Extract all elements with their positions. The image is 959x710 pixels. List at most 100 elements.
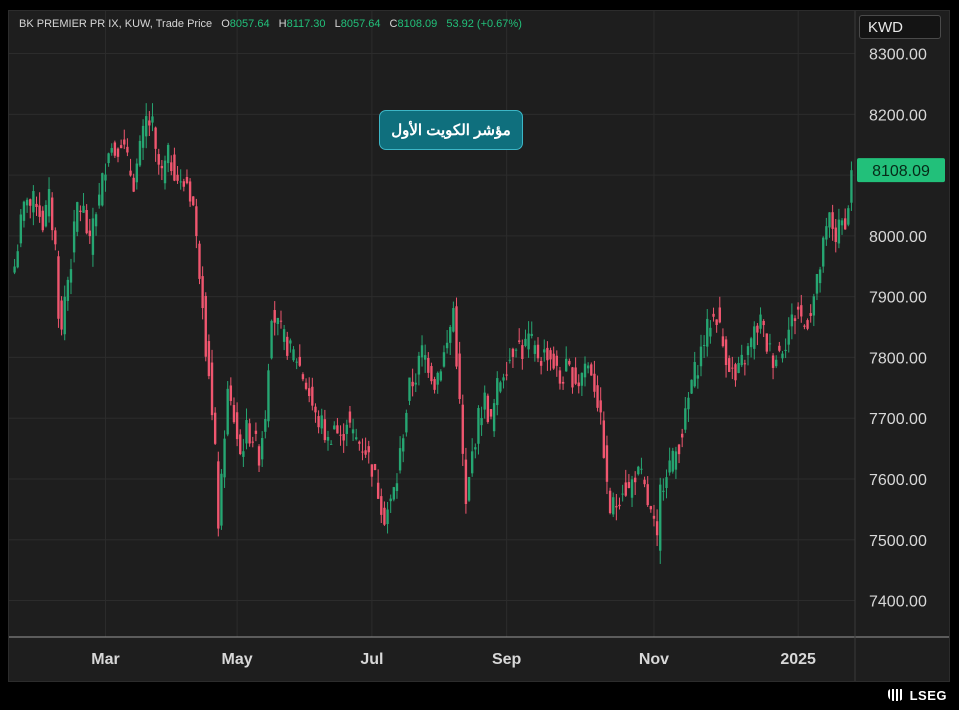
x-tick-label: Sep (492, 651, 522, 668)
candle-body (474, 447, 477, 450)
candle-body (66, 279, 70, 301)
candle-body (326, 436, 330, 441)
candle-body (251, 441, 254, 443)
candle-body (489, 409, 493, 417)
candle-body (684, 408, 687, 430)
candle-body (536, 344, 540, 359)
candle-body (320, 415, 323, 429)
candle-body (812, 296, 816, 316)
candle-body (270, 320, 273, 359)
y-tick-label: 8200.00 (869, 107, 927, 124)
x-tick-label: Mar (91, 651, 119, 668)
open-label: O (221, 18, 230, 30)
candle-body (361, 451, 364, 453)
candle-body (82, 205, 85, 213)
candle-body (671, 450, 674, 472)
candle-body (543, 349, 546, 353)
currency-button[interactable]: KWD (859, 15, 941, 39)
candle-body (179, 181, 182, 183)
candle-body (417, 355, 421, 375)
candle-body (615, 506, 618, 508)
candle-body (433, 379, 436, 390)
candle-body (213, 412, 217, 444)
candle-body (273, 310, 276, 323)
candle-body (467, 477, 471, 501)
candle-body (665, 477, 668, 489)
candle-body (57, 256, 60, 319)
candle-body (593, 373, 596, 392)
candle-body (687, 397, 690, 410)
candle-body (405, 412, 408, 433)
candle-body (376, 482, 380, 499)
candle-body (35, 203, 38, 207)
candle-body (373, 464, 377, 471)
candle-body (72, 221, 76, 253)
candle-body (746, 346, 750, 356)
candle-body (608, 490, 612, 514)
candle-body (527, 333, 530, 350)
candle-body (753, 326, 756, 349)
candle-body (223, 438, 226, 478)
candle-body (706, 318, 709, 347)
candlestick-chart[interactable]: 8300.008200.008100.008000.007900.007800.… (9, 11, 949, 681)
candle-body (740, 354, 743, 366)
candle-body (329, 443, 333, 445)
candle-body (254, 430, 258, 434)
candle-body (815, 273, 819, 294)
candle-body (549, 350, 552, 360)
candle-body (41, 210, 44, 231)
candle-body (98, 194, 101, 206)
candle-body (135, 163, 138, 183)
candle-body (759, 314, 762, 329)
candle-body (693, 362, 696, 387)
candle-body (699, 346, 703, 367)
candle-body (612, 497, 615, 515)
candle-body (470, 451, 474, 474)
candle-body (461, 404, 464, 454)
candle-body (173, 154, 176, 181)
candle-body (427, 357, 430, 373)
candle-body (680, 433, 684, 438)
candle-body (546, 347, 549, 361)
candle-body (267, 370, 270, 422)
candle-body (778, 345, 781, 351)
candle-body (800, 305, 803, 317)
candle-body (762, 320, 765, 326)
candle-body (731, 367, 734, 369)
candle-body (138, 140, 142, 166)
candle-body (157, 154, 160, 165)
candle-body (439, 371, 443, 381)
candle-body (47, 189, 51, 217)
candle-body (583, 363, 587, 378)
candle-body (342, 434, 345, 441)
candle-body (69, 269, 73, 283)
candle-body (809, 313, 812, 316)
candle-body (76, 202, 79, 232)
candle-body (624, 482, 627, 496)
candle-body (148, 120, 151, 126)
candle-body (395, 483, 399, 492)
low-value: 8057.64 (340, 18, 381, 30)
candle-body (580, 372, 584, 386)
candle-body (743, 363, 747, 365)
candle-body (530, 333, 533, 336)
candle-body (602, 420, 606, 458)
candle-body (242, 451, 245, 457)
candle-body (464, 459, 468, 504)
last-price-label: 8108.09 (872, 163, 930, 180)
candle-body (765, 333, 768, 352)
candle-body (411, 381, 414, 387)
candle-body (445, 342, 449, 349)
candle-body (718, 307, 721, 323)
candle-body (351, 429, 355, 434)
candle-body (355, 437, 358, 440)
candle-body (91, 218, 95, 255)
candle-body (286, 336, 289, 356)
candle-body (276, 317, 280, 324)
candle-body (749, 338, 753, 348)
candle-body (119, 145, 123, 149)
candle-body (348, 411, 352, 423)
candle-body (496, 378, 499, 406)
candle-body (367, 446, 370, 453)
symbol-label: BK PREMIER PR IX, KUW, Trade Price (19, 18, 213, 30)
